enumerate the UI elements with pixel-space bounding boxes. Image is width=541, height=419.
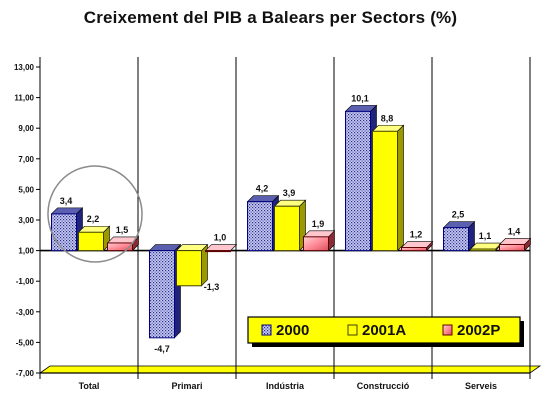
bar-2001a-indústria bbox=[273, 199, 307, 252]
legend-swatch bbox=[347, 324, 358, 336]
bar-face bbox=[247, 201, 273, 252]
data-label: 1,0 bbox=[214, 233, 227, 243]
category-label: Total bbox=[79, 381, 100, 391]
y-tick-label: 7,00 bbox=[18, 155, 34, 164]
legend-swatch bbox=[442, 324, 453, 336]
category-label: Primari bbox=[171, 381, 202, 391]
bar-2001a-serveis bbox=[469, 242, 503, 252]
data-label: 1,5 bbox=[116, 225, 129, 235]
legend-box bbox=[247, 316, 521, 344]
data-label: 1,1 bbox=[479, 231, 492, 241]
y-tick-label: -7,00 bbox=[16, 369, 35, 378]
category-label: Construcció bbox=[357, 381, 410, 391]
data-label: 3,9 bbox=[283, 188, 296, 198]
bar-2001a-total bbox=[77, 225, 111, 252]
bar-face bbox=[372, 130, 398, 252]
bar-face bbox=[470, 248, 496, 252]
bar-face bbox=[303, 236, 329, 252]
legend-label: 2001A bbox=[362, 322, 406, 339]
bar-2002p-primari bbox=[204, 244, 238, 253]
data-label: 4,2 bbox=[256, 184, 269, 194]
category-label: Serveis bbox=[465, 381, 497, 391]
bar-face bbox=[499, 243, 525, 252]
bar-face bbox=[401, 247, 427, 252]
y-tick-label: 11,00 bbox=[14, 94, 34, 103]
data-label: 1,2 bbox=[410, 230, 423, 240]
bar-face bbox=[443, 227, 469, 252]
category-label: Indústria bbox=[266, 381, 305, 391]
y-tick-label: 1,00 bbox=[18, 247, 34, 256]
bar-2002p-indústria bbox=[302, 230, 336, 252]
data-label: 2,5 bbox=[452, 210, 465, 220]
bar-face bbox=[205, 250, 231, 253]
bar-2000-serveis bbox=[442, 220, 476, 252]
bar-face bbox=[51, 213, 77, 252]
bar-face bbox=[274, 205, 300, 252]
hand-drawn-circle-annotation bbox=[47, 165, 143, 263]
y-tick-label: -1,00 bbox=[16, 277, 35, 286]
bar-face bbox=[176, 250, 202, 287]
y-tick-label: -5,00 bbox=[16, 338, 35, 347]
bar-2000-total bbox=[50, 207, 84, 252]
bar-face bbox=[149, 250, 175, 339]
legend-label: 2000 bbox=[276, 322, 309, 339]
bar-2000-construcció bbox=[344, 104, 378, 252]
y-tick-label: 3,00 bbox=[18, 216, 34, 225]
chart-floor bbox=[38, 365, 541, 374]
bar-2000-indústria bbox=[246, 194, 280, 252]
legend-label: 2002P bbox=[457, 322, 500, 339]
data-label: 1,9 bbox=[312, 219, 325, 229]
legend: 2000 2001A 2002P bbox=[247, 316, 524, 347]
data-label: 2,2 bbox=[87, 214, 100, 224]
data-label: 3,4 bbox=[60, 196, 73, 206]
data-label: 1,4 bbox=[508, 226, 521, 236]
bar-face bbox=[107, 242, 133, 252]
data-label: 8,8 bbox=[381, 113, 394, 123]
chart-title: Creixement del PIB a Balears per Sectors… bbox=[83, 8, 458, 27]
bar-top bbox=[204, 244, 238, 251]
bar-2000-primari bbox=[148, 243, 182, 339]
y-tick-label: 13,00 bbox=[14, 63, 35, 72]
bar-2002p-construcció bbox=[400, 240, 434, 252]
y-tick-label: 5,00 bbox=[18, 185, 34, 194]
legend-swatch bbox=[261, 324, 272, 336]
data-label: 10,1 bbox=[351, 93, 369, 103]
y-tick-label: -3,00 bbox=[16, 308, 35, 317]
bar-side bbox=[397, 124, 404, 252]
bar-face bbox=[345, 110, 371, 252]
y-tick-label: 9,00 bbox=[18, 124, 34, 133]
bar-2002p-serveis bbox=[498, 237, 532, 252]
data-label: -1,3 bbox=[204, 282, 220, 292]
bar-2001a-primari bbox=[175, 243, 209, 287]
bar-2001a-construcció bbox=[371, 124, 405, 252]
data-label: -4,7 bbox=[154, 344, 170, 354]
bar-2002p-total bbox=[106, 236, 140, 252]
bar-face bbox=[78, 231, 104, 252]
